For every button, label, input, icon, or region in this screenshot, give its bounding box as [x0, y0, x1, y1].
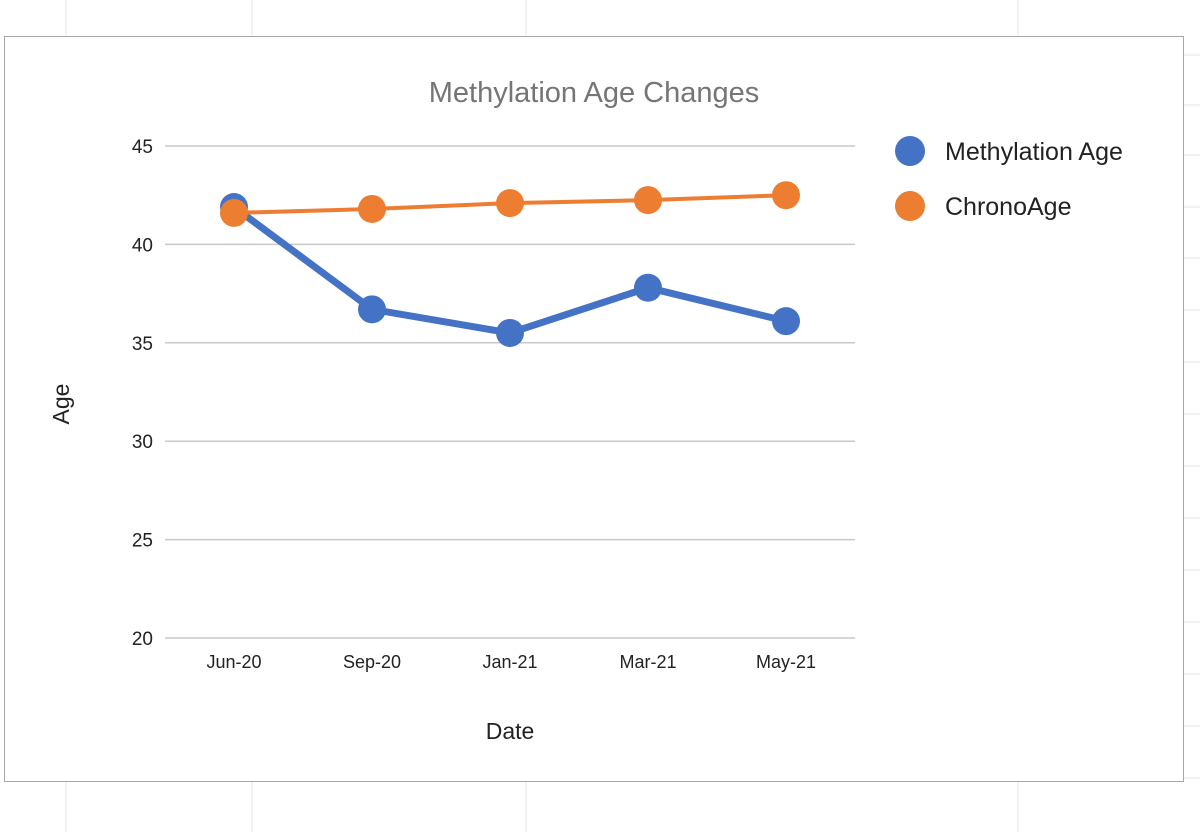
y-tick-label: 35 — [132, 334, 153, 355]
legend-marker — [895, 191, 925, 221]
y-tick-label: 40 — [132, 235, 153, 256]
legend-marker — [895, 136, 925, 166]
data-point[interactable] — [772, 307, 800, 336]
gridlines — [165, 145, 855, 639]
x-tick-label: Jan-21 — [482, 652, 537, 672]
x-tick-label: Sep-20 — [343, 652, 401, 672]
chart-title: Methylation Age Changes — [429, 77, 760, 109]
x-tick-label: Mar-21 — [619, 652, 676, 672]
data-point[interactable] — [358, 194, 386, 223]
line-chart: 20 25 30 35 40 45 Jun-20 Sep-20 Jan-21 Mar-21 May… — [48, 77, 1123, 744]
series-group — [220, 181, 800, 347]
y-tick-label: 20 — [132, 629, 153, 650]
legend: Methylation Age ChronoAge — [895, 136, 1123, 221]
data-point[interactable] — [496, 189, 524, 218]
data-point[interactable] — [358, 295, 386, 324]
chart-frame[interactable]: 20 25 30 35 40 45 Jun-20 Sep-20 Jan-21 Mar-21 May… — [4, 36, 1184, 782]
series-line — [231, 204, 787, 337]
legend-label: Methylation Age — [945, 138, 1123, 166]
y-tick-label: 30 — [132, 432, 153, 453]
series-chronoage — [220, 181, 800, 227]
data-point[interactable] — [496, 318, 524, 347]
y-axis-title: Age — [48, 384, 74, 425]
data-point[interactable] — [634, 186, 662, 215]
legend-label: ChronoAge — [945, 193, 1071, 221]
x-axis-title: Date — [486, 718, 535, 744]
y-tick-label: 25 — [132, 531, 153, 552]
data-point[interactable] — [772, 181, 800, 210]
data-point[interactable] — [220, 198, 248, 227]
y-tick-label: 45 — [132, 137, 153, 158]
data-point[interactable] — [634, 273, 662, 302]
x-axis-ticks: Jun-20 Sep-20 Jan-21 Mar-21 May-21 — [206, 652, 816, 672]
x-tick-label: May-21 — [756, 652, 816, 672]
x-tick-label: Jun-20 — [206, 652, 261, 672]
y-axis-ticks: 20 25 30 35 40 45 — [132, 137, 153, 650]
